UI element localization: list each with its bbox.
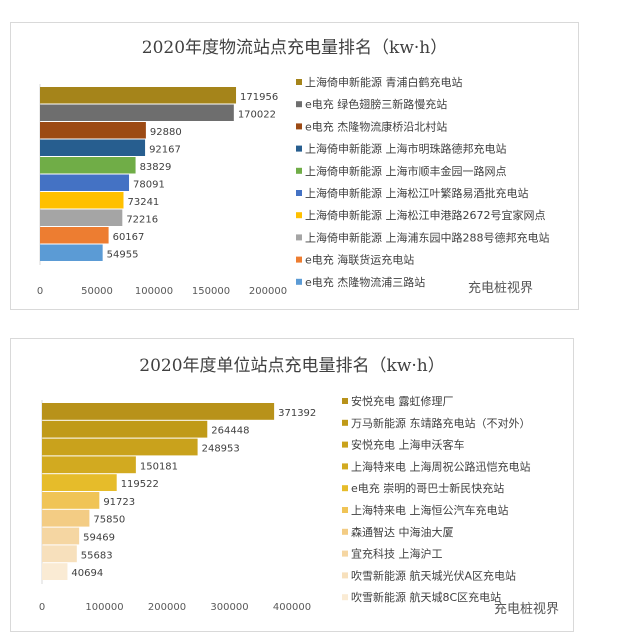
bar [42, 403, 275, 420]
data-label: 264448 [211, 426, 249, 437]
legend-swatch [342, 572, 348, 579]
legend-swatch [342, 419, 348, 426]
data-label: 75850 [93, 515, 125, 526]
bar [40, 244, 103, 261]
legend-label: 上海倚申新能源 上海松江叶繁路易酒批充电站 [305, 186, 529, 200]
legend-label: 上海特来电 上海恒公汽车充电站 [351, 503, 509, 517]
bar [40, 227, 109, 244]
legend-swatch [296, 256, 302, 263]
x-tick-label: 100000 [85, 602, 123, 613]
legend-label: 森通智达 中海油大厦 [351, 525, 454, 539]
legend-swatch [296, 234, 302, 241]
x-tick-label: 400000 [273, 602, 311, 613]
legend-label: 安悦充电 露虹修理厂 [351, 394, 454, 408]
data-label: 171956 [240, 92, 278, 103]
bar [40, 209, 123, 226]
data-label: 73241 [127, 197, 159, 208]
x-tick-label: 200000 [148, 602, 186, 613]
x-tick-label: 150000 [192, 286, 230, 297]
legend-label: 上海特来电 上海周祝公路迅恺充电站 [351, 459, 531, 473]
data-label: 60167 [113, 232, 145, 243]
bar [42, 474, 117, 491]
bar [40, 174, 130, 191]
bar [40, 122, 146, 139]
legend-swatch [296, 101, 302, 108]
data-label: 54955 [107, 249, 139, 260]
legend-label: 万马新能源 东靖路充电站（不对外） [351, 416, 531, 430]
legend-swatch [342, 528, 348, 535]
legend-label: 上海倚申新能源 青浦白鹤充电站 [305, 75, 463, 89]
data-label: 78091 [133, 179, 165, 190]
legend-swatch [342, 594, 348, 601]
legend-label: 上海倚申新能源 上海市明珠路德邦充电站 [305, 142, 507, 156]
legend-swatch [342, 550, 348, 557]
watermark-1: 充电桩视界 [468, 281, 534, 296]
legend-swatch [342, 485, 348, 492]
bar [40, 87, 237, 104]
bar [42, 492, 100, 509]
bar [42, 456, 136, 474]
legend-label: 吹雪新能源 航天城8C区充电站 [351, 590, 501, 604]
legend-label: 吹雪新能源 航天城光伏A区充电站 [351, 568, 516, 582]
legend-swatch [342, 441, 348, 448]
legend-label: 上海倚申新能源 上海市顺丰金园一路网点 [305, 164, 507, 178]
data-label: 92167 [149, 144, 181, 155]
bar [40, 157, 136, 174]
bar [42, 420, 208, 438]
legend-label: 上海倚申新能源 上海浦东园中路288号德邦充电站 [305, 230, 550, 244]
data-label: 150181 [140, 461, 178, 472]
data-label: 72216 [126, 214, 158, 225]
x-tick-label: 200000 [249, 286, 287, 297]
legend-swatch [296, 79, 302, 85]
legend-label: e电充 杰隆物流浦三路站 [305, 275, 425, 289]
bar [42, 527, 80, 545]
legend-swatch [342, 507, 348, 513]
chart-1-title: 2020年度物流站点充电量排名（kw·h） [141, 38, 448, 58]
legend-swatch [296, 190, 302, 196]
bar [40, 104, 234, 121]
data-label: 55683 [81, 550, 113, 561]
legend-swatch [296, 145, 302, 152]
legend-label: 安悦充电 上海申沃客车 [351, 438, 465, 452]
legend-label: 上海倚申新能源 上海松江申港路2672号宜家网点 [305, 208, 546, 222]
legend-label: 宜充科技 上海沪工 [351, 547, 443, 561]
x-tick-label: 100000 [135, 286, 173, 297]
data-label: 248953 [202, 444, 240, 455]
data-label: 40694 [71, 568, 103, 579]
bar [40, 139, 146, 156]
bar [42, 563, 68, 580]
legend-swatch [296, 278, 302, 285]
x-tick-label: 0 [39, 602, 45, 613]
x-tick-label: 0 [37, 286, 43, 297]
legend-label: e电充 杰隆物流康桥沿北村站 [305, 119, 447, 133]
legend-swatch [296, 123, 302, 130]
x-tick-label: 50000 [81, 286, 113, 297]
data-label: 91723 [103, 497, 135, 508]
data-label: 59469 [83, 533, 115, 544]
chart-2-title: 2020年度单位站点充电量排名（kw·h） [139, 356, 445, 376]
data-label: 92880 [150, 127, 182, 138]
bar [42, 438, 198, 456]
watermark-2: 充电桩视界 [494, 602, 560, 617]
bar [42, 509, 90, 527]
legend-swatch [342, 463, 348, 470]
data-label: 119522 [121, 479, 159, 490]
legend-swatch [342, 398, 348, 404]
legend-label: e电充 海联货运充电站 [305, 253, 414, 267]
legend-label: e电充 绿色翅膀三新路慢充站 [305, 97, 447, 111]
bar [42, 545, 77, 563]
legend-swatch [296, 167, 302, 174]
x-tick-label: 300000 [210, 602, 248, 613]
legend-swatch [296, 212, 302, 219]
bar [40, 192, 124, 209]
data-label: 170022 [238, 109, 276, 120]
data-label: 83829 [140, 162, 172, 173]
legend-label: e电充 崇明的哥巴士新民快充站 [351, 481, 504, 495]
data-label: 371392 [278, 408, 316, 419]
